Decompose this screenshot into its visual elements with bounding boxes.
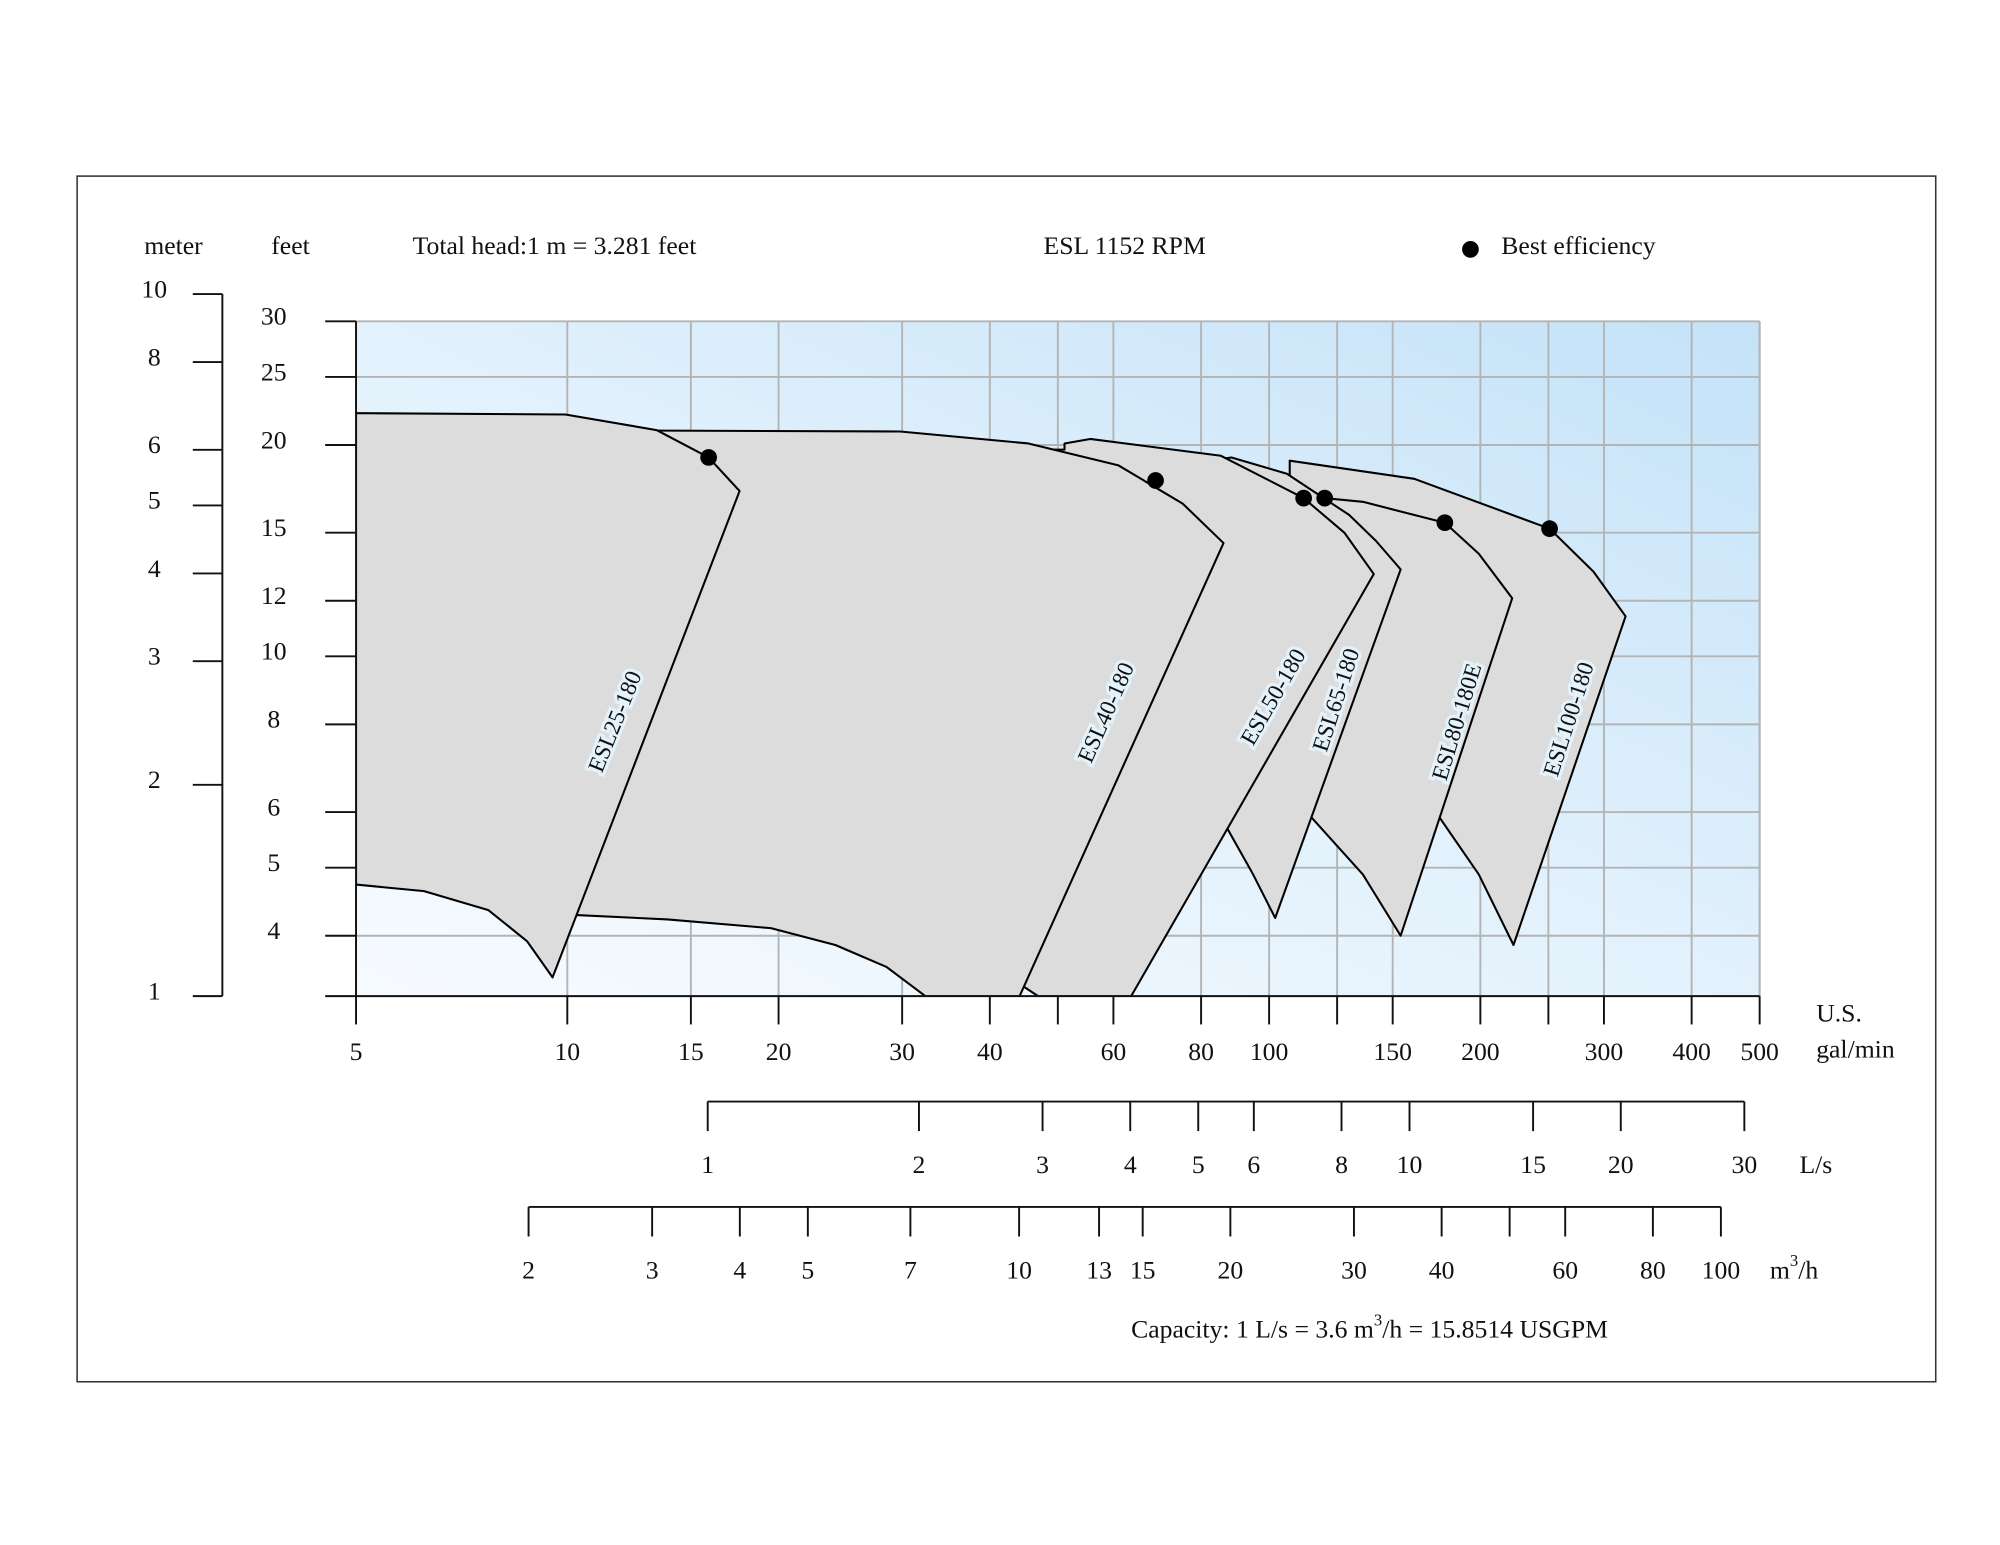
x-tick-label: 400 <box>1672 1037 1711 1066</box>
meter-tick-label: 10 <box>141 274 167 303</box>
x3-axis-title: m3/h <box>1770 1251 1818 1284</box>
y-tick-label: 10 <box>261 637 287 666</box>
ls-tick-label: 8 <box>1335 1150 1348 1179</box>
meter-tick-label: 8 <box>148 342 161 371</box>
chart-title: ESL 1152 RPM <box>1044 231 1206 260</box>
y-tick-label: 30 <box>261 302 287 331</box>
ls-tick-label: 1 <box>701 1150 714 1179</box>
m3h-tick-label: 7 <box>904 1255 917 1284</box>
ls-tick-label: 4 <box>1124 1150 1137 1179</box>
x-axis-title: gal/min <box>1816 1034 1895 1063</box>
best-efficiency-point <box>1316 489 1334 507</box>
x-tick-label: 300 <box>1585 1037 1624 1066</box>
meter-tick-label: 5 <box>148 486 161 515</box>
y-tick-label: 20 <box>261 425 287 454</box>
m3h-tick-label: 30 <box>1341 1255 1367 1284</box>
legend-marker <box>1462 241 1479 258</box>
note-text: /h = 15.8514 USGPM <box>1382 1315 1608 1344</box>
x-tick-label: 30 <box>889 1037 915 1066</box>
best-efficiency-point <box>700 449 717 466</box>
m3h-tick-label: 15 <box>1130 1255 1156 1284</box>
legend-label: Best efficiency <box>1501 231 1655 260</box>
head-note: Total head:1 m = 3.281 feet <box>413 231 697 260</box>
y-tick-label: 15 <box>261 513 287 542</box>
m3h-tick-label: 13 <box>1086 1255 1112 1284</box>
y-tick-label: 12 <box>261 581 287 610</box>
x-tick-label: 100 <box>1250 1037 1289 1066</box>
m3h-tick-label: 3 <box>646 1255 659 1284</box>
m3h-tick-label: 10 <box>1006 1255 1032 1284</box>
meter-axis-title: meter <box>144 231 203 260</box>
ls-tick-label: 20 <box>1608 1150 1634 1179</box>
ls-tick-label: 30 <box>1732 1150 1758 1179</box>
x-tick-label: 15 <box>678 1037 704 1066</box>
capacity-note: Capacity: 1 L/s = 3.6 m3/h = 15.8514 USG… <box>1131 1310 1608 1343</box>
y-tick-label: 4 <box>267 916 280 945</box>
best-efficiency-point <box>1541 520 1558 538</box>
y-tick-label: 5 <box>267 848 280 877</box>
m3h-tick-label: 2 <box>522 1255 535 1284</box>
meter-tick-label: 6 <box>148 430 161 459</box>
m3h-tick-label: 40 <box>1429 1255 1455 1284</box>
best-efficiency-point <box>1295 489 1312 507</box>
m3h-tick-label: 5 <box>801 1255 814 1284</box>
axes: 5 10 15 20 30 40 60 80 100 150 200 300 400 5004568101… <box>141 274 1779 1284</box>
x-tick-label: 500 <box>1740 1037 1779 1066</box>
x-tick-label: 20 <box>766 1037 792 1066</box>
best-efficiency-point <box>1436 514 1454 532</box>
ls-tick-label: 15 <box>1520 1150 1546 1179</box>
pump-areas <box>356 412 1627 997</box>
m3h-tick-label: 80 <box>1640 1255 1666 1284</box>
ls-tick-label: 6 <box>1247 1150 1260 1179</box>
meter-tick-label: 4 <box>148 554 161 583</box>
x-tick-label: 200 <box>1461 1037 1500 1066</box>
x-tick-label: 5 <box>350 1037 363 1066</box>
ls-tick-label: 5 <box>1192 1150 1205 1179</box>
note-superscript: 3 <box>1374 1310 1382 1329</box>
x-tick-label: 10 <box>554 1037 580 1066</box>
feet-axis-title: feet <box>271 231 310 260</box>
m3h-tick-label: 100 <box>1702 1255 1741 1284</box>
m3h-tick-label: 60 <box>1552 1255 1578 1284</box>
x-tick-label: 40 <box>977 1037 1003 1066</box>
unit-text: m <box>1770 1255 1790 1284</box>
meter-tick-label: 1 <box>148 976 161 1005</box>
y-tick-label: 6 <box>267 792 280 821</box>
x-tick-label: 80 <box>1188 1037 1214 1066</box>
frame <box>76 175 1937 1383</box>
m3h-tick-label: 20 <box>1218 1255 1244 1284</box>
ls-tick-label: 3 <box>1036 1150 1049 1179</box>
best-efficiency-point <box>1147 472 1164 489</box>
m3h-tick-label: 4 <box>733 1255 746 1284</box>
pump-area <box>356 412 741 979</box>
x2-axis-title: L/s <box>1799 1150 1832 1179</box>
y-tick-label: 25 <box>261 357 287 386</box>
ls-tick-label: 10 <box>1397 1150 1423 1179</box>
x-tick-label: 150 <box>1373 1037 1412 1066</box>
meter-tick-label: 2 <box>148 765 161 794</box>
ls-tick-label: 2 <box>913 1150 926 1179</box>
y-tick-label: 8 <box>267 705 280 734</box>
unit-superscript: 3 <box>1790 1251 1798 1270</box>
note-text: Capacity: 1 L/s = 3.6 m <box>1131 1315 1374 1344</box>
x-axis-title: U.S. <box>1816 998 1862 1027</box>
unit-text: /h <box>1798 1255 1818 1284</box>
x-tick-label: 60 <box>1101 1037 1127 1066</box>
meter-tick-label: 3 <box>148 641 161 670</box>
